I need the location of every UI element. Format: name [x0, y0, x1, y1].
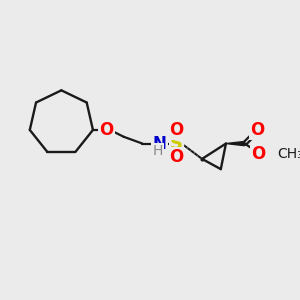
Text: CH₃: CH₃	[277, 147, 300, 161]
Text: O: O	[100, 121, 114, 139]
Polygon shape	[226, 141, 245, 146]
Text: O: O	[251, 145, 266, 163]
Text: S: S	[170, 135, 183, 153]
Text: O: O	[169, 148, 184, 166]
Text: O: O	[169, 121, 184, 139]
Text: O: O	[250, 121, 265, 139]
Text: H: H	[152, 144, 163, 158]
Text: N: N	[152, 135, 167, 153]
